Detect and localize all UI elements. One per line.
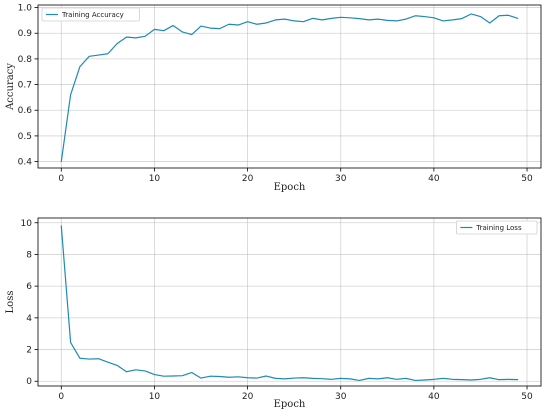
- accuracy-y-tick-label: 0.6: [18, 106, 33, 116]
- accuracy-y-tick-label: 0.8: [18, 55, 33, 65]
- loss-x-tick-label: 20: [242, 392, 254, 402]
- loss-x-tick-label: 10: [149, 392, 161, 402]
- accuracy-ticks: 0 10 20 30 40 50 0.4 0.5 0.6 0.7 0.8 0.9 1.0: [18, 4, 533, 184]
- loss-y-tick-label: 8: [26, 250, 32, 260]
- loss-y-axis-title: Loss: [5, 291, 16, 314]
- accuracy-plot-area: [37, 4, 542, 169]
- accuracy-x-tick-label: 20: [242, 174, 254, 184]
- loss-ticks: 0 10 20 30 40 50 0 2 4 6 8 10: [21, 219, 533, 402]
- accuracy-y-tick-label: 0.4: [18, 158, 33, 168]
- accuracy-grid: [38, 5, 541, 168]
- loss-x-tick-label: 40: [428, 392, 440, 402]
- accuracy-y-tick-label: 0.7: [18, 81, 32, 91]
- accuracy-legend-box: [41, 7, 140, 22]
- loss-legend-label: Training Loss: [475, 224, 522, 232]
- loss-y-tick-label: 10: [21, 219, 33, 229]
- accuracy-x-tick-label: 10: [149, 174, 161, 184]
- accuracy-x-tick-label: 40: [428, 174, 440, 184]
- loss-grid: [38, 218, 541, 386]
- loss-x-tick-label: 0: [58, 392, 64, 402]
- loss-y-tick-label: 6: [26, 282, 32, 292]
- accuracy-x-axis-title: Epoch: [274, 182, 306, 193]
- loss-chart: 0 10 20 30 40 50 0 2 4 6 8 10 Epoch Loss Training L…: [5, 217, 542, 410]
- accuracy-y-tick-label: 1.0: [18, 4, 33, 14]
- accuracy-series-line: [60, 13, 519, 163]
- accuracy-y-axis-title: Accuracy: [5, 63, 16, 111]
- accuracy-legend-label: Training Accuracy: [61, 11, 124, 19]
- accuracy-y-tick-label: 0.9: [18, 29, 33, 39]
- accuracy-x-tick-label: 50: [521, 174, 533, 184]
- loss-legend-box: [455, 220, 538, 235]
- loss-y-tick-label: 0: [26, 377, 32, 387]
- accuracy-chart: 0 10 20 30 40 50 0.4 0.5 0.6 0.7 0.8 0.9 1.0 Epoch A…: [5, 4, 542, 193]
- loss-x-tick-label: 50: [521, 392, 533, 402]
- accuracy-x-tick-label: 0: [58, 174, 64, 184]
- loss-legend: Training Loss: [455, 220, 538, 235]
- loss-series-line: [60, 225, 519, 382]
- loss-y-tick-label: 4: [26, 314, 32, 324]
- accuracy-series-layer: [60, 13, 519, 163]
- loss-plot-area: [37, 217, 542, 387]
- loss-series-layer: [60, 225, 519, 382]
- accuracy-y-tick-label: 0.5: [18, 132, 32, 142]
- loss-x-axis-title: Epoch: [274, 399, 306, 410]
- loss-y-tick-label: 2: [26, 346, 32, 356]
- accuracy-legend: Training Accuracy: [41, 7, 140, 22]
- loss-x-tick-label: 30: [335, 392, 347, 402]
- accuracy-x-tick-label: 30: [335, 174, 347, 184]
